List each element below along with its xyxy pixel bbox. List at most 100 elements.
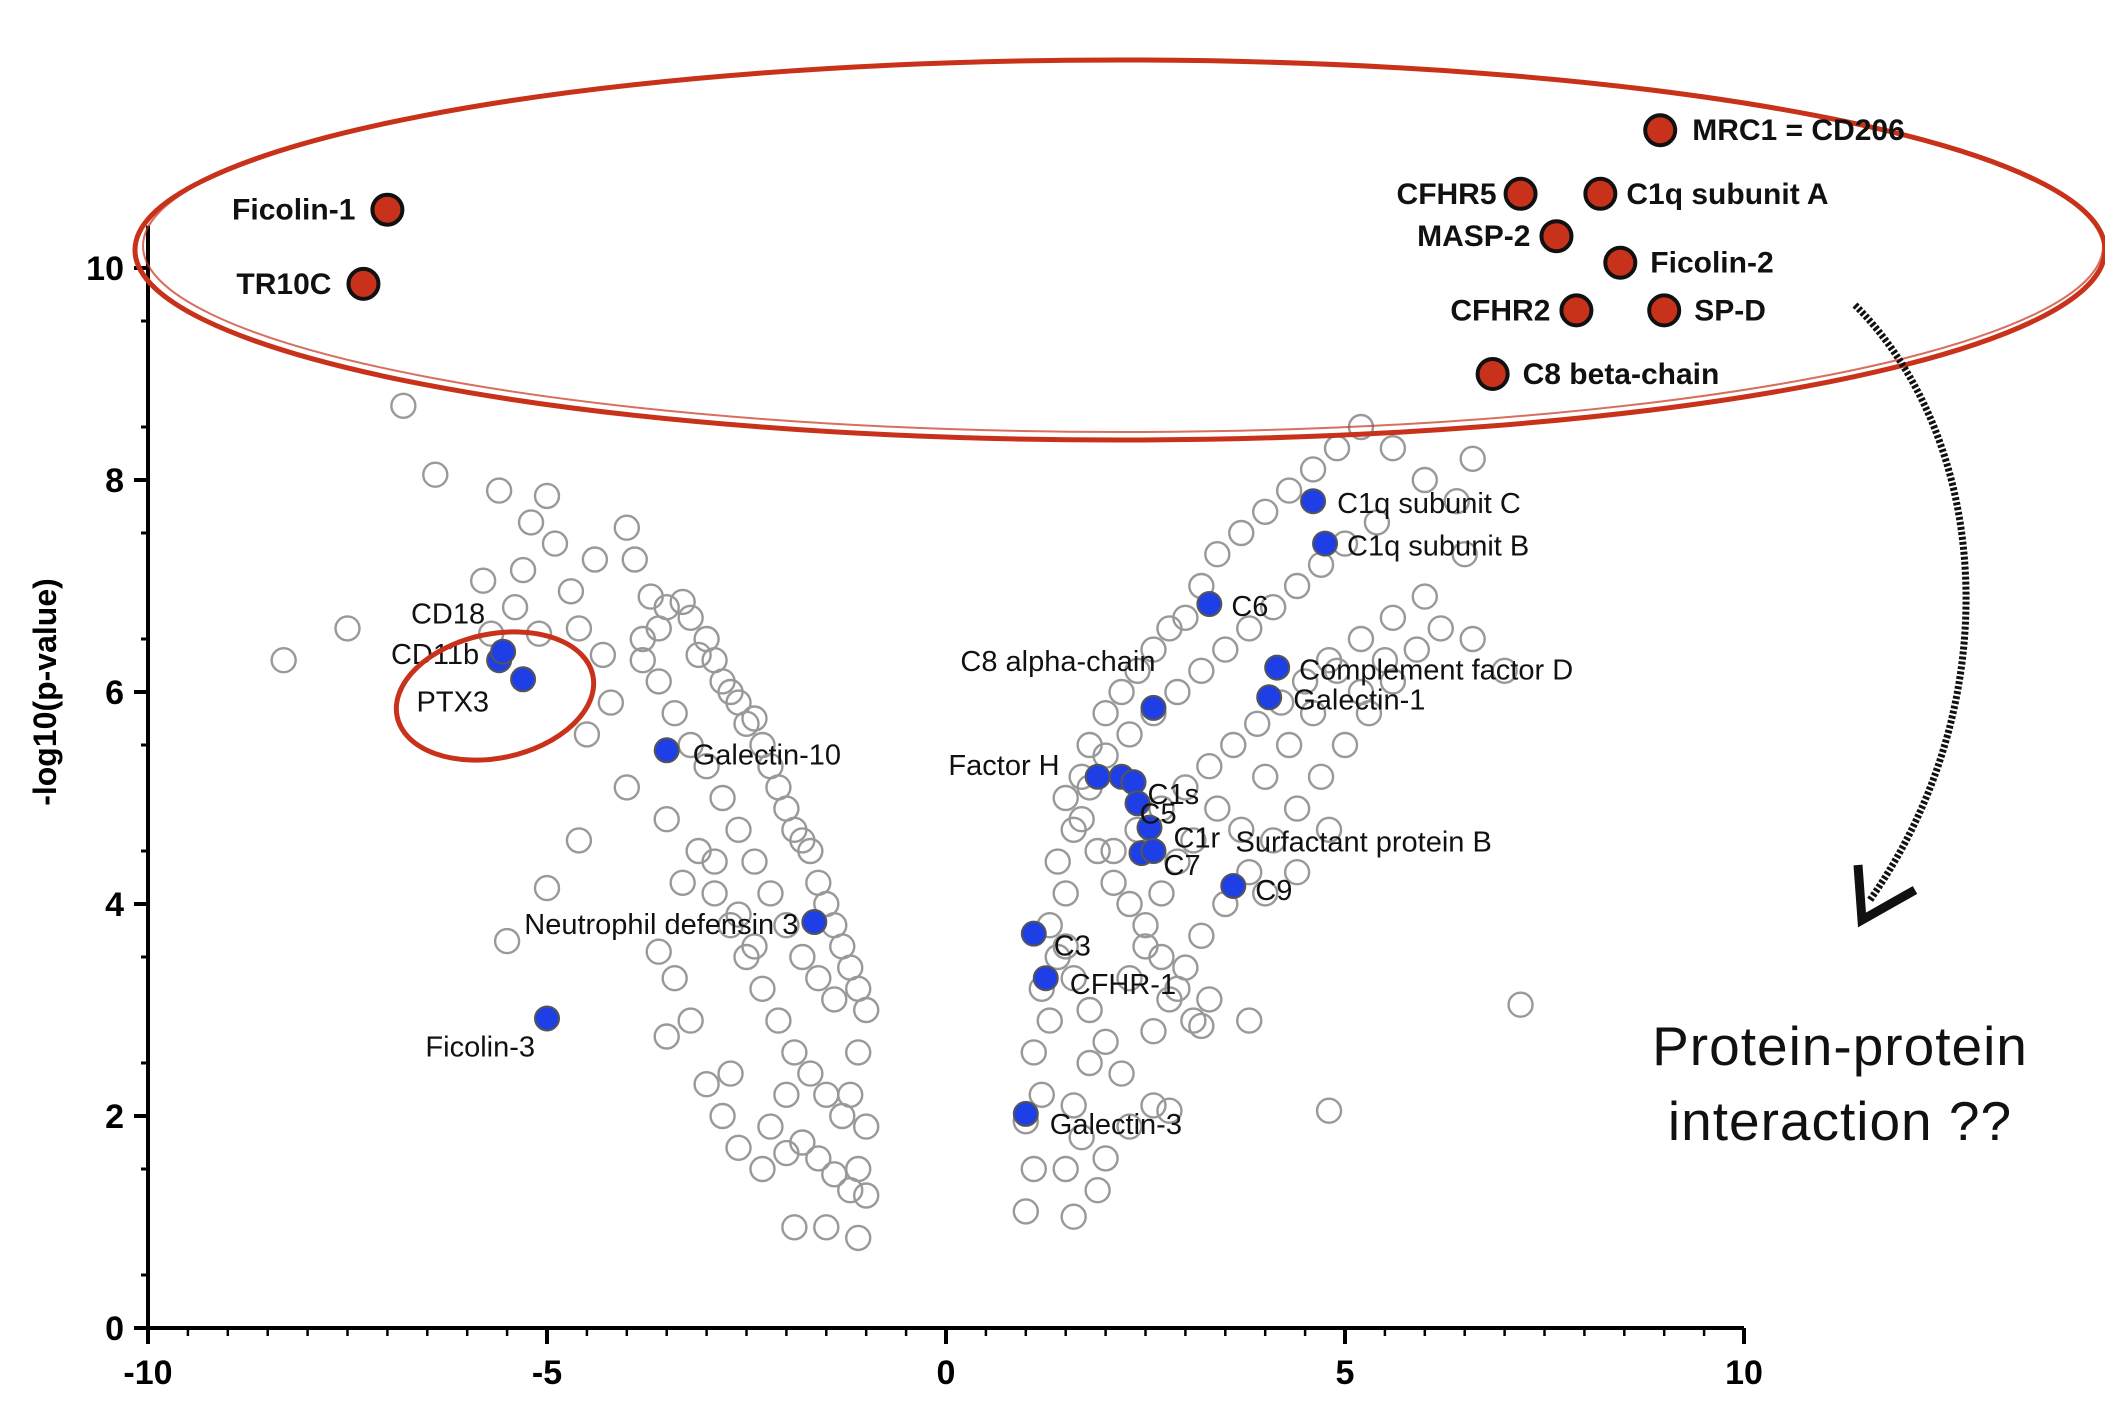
blue-point (1084, 763, 1111, 790)
open-point (1291, 668, 1319, 695)
open-point (1204, 541, 1231, 568)
point-label: Ficolin-3 (425, 1031, 535, 1063)
open-point (1108, 678, 1135, 706)
open-point (653, 806, 680, 833)
open-point (781, 816, 808, 843)
open-point (1188, 922, 1215, 949)
open-point (565, 615, 593, 642)
open-point (1236, 615, 1263, 642)
open-point (1100, 869, 1127, 896)
open-point (789, 943, 816, 971)
open-point (693, 753, 720, 780)
open-point (693, 1070, 720, 1098)
open-point (1323, 435, 1351, 462)
open-point (1108, 1060, 1135, 1087)
open-point (1427, 615, 1454, 642)
open-point (509, 556, 537, 584)
point-label: C1s (1148, 779, 1200, 811)
point-label: Complement factor D (1299, 655, 1573, 687)
open-point (741, 705, 768, 732)
red-point (1559, 293, 1594, 328)
open-point (1188, 657, 1215, 684)
open-point (1124, 657, 1151, 684)
open-point (533, 482, 561, 510)
point-label: C6 (1231, 591, 1268, 623)
open-point (1347, 625, 1375, 653)
open-point (773, 912, 800, 939)
open-point (1052, 1155, 1079, 1183)
point-label: C1q subunit C (1337, 488, 1521, 520)
red-point (370, 192, 405, 227)
open-point (709, 784, 736, 812)
point-label: C8 alpha-chain (960, 646, 1155, 678)
open-point (1188, 1012, 1215, 1040)
open-point (1363, 509, 1391, 536)
open-point (565, 827, 593, 854)
y-tick-label: 6 (105, 674, 124, 712)
open-point (1068, 806, 1095, 833)
open-point (813, 1081, 840, 1109)
side-note-line-2: interaction ?? (1668, 1090, 2012, 1152)
red-point (1503, 176, 1538, 211)
open-point (1379, 604, 1407, 631)
point-label: Ficolin-1 (232, 194, 355, 227)
blue-point (1264, 654, 1291, 681)
open-point (1196, 986, 1223, 1013)
open-point (1259, 827, 1287, 854)
point-label: TR10C (236, 268, 331, 301)
open-point (334, 615, 361, 642)
open-point (789, 827, 816, 854)
blue-point (1256, 684, 1283, 711)
blue-point (1120, 769, 1147, 796)
blue-point (1032, 965, 1059, 992)
open-point (1299, 700, 1327, 727)
open-point (1092, 1028, 1119, 1056)
blue-point (1020, 920, 1047, 947)
open-point (821, 1161, 848, 1188)
open-point (541, 530, 569, 557)
open-point (1331, 731, 1359, 759)
open-points-layer (270, 392, 1534, 1252)
point-label: C3 (1054, 931, 1091, 963)
blue-point (1140, 838, 1167, 864)
open-point (741, 848, 768, 875)
open-point (645, 938, 672, 965)
y-tick-label: 10 (86, 250, 124, 288)
point-label: Factor H (948, 750, 1059, 782)
open-point (845, 1224, 872, 1252)
blue-point (1124, 790, 1151, 817)
open-point (1020, 1039, 1047, 1066)
point-label: Surfactant protein B (1235, 827, 1491, 859)
open-point (653, 594, 680, 621)
open-point (1092, 700, 1119, 727)
open-point (1076, 996, 1103, 1024)
blue-point (1012, 1100, 1039, 1127)
open-point (1244, 710, 1271, 737)
open-point (1172, 774, 1199, 801)
red-point (1643, 113, 1678, 148)
open-point (1116, 721, 1143, 748)
point-label: Galectin-10 (693, 739, 841, 771)
point-label: CD18 (411, 599, 485, 631)
open-point (517, 509, 545, 536)
open-point (1140, 636, 1167, 663)
open-point (1371, 647, 1399, 674)
x-tick-label: 10 (1725, 1354, 1763, 1392)
open-point (1220, 731, 1247, 759)
blue-point (1196, 591, 1223, 618)
blue-point (510, 666, 537, 693)
open-point (661, 965, 688, 992)
open-point (837, 1176, 864, 1204)
open-point (1403, 636, 1431, 663)
open-point (1164, 848, 1191, 875)
open-point (629, 647, 656, 674)
open-point (1052, 933, 1079, 960)
open-point (1451, 541, 1478, 568)
open-point (1212, 636, 1239, 663)
open-point (557, 578, 585, 605)
open-point (781, 1039, 808, 1066)
blue-point (1220, 872, 1247, 899)
open-point (829, 1102, 856, 1130)
open-point (1283, 572, 1311, 600)
